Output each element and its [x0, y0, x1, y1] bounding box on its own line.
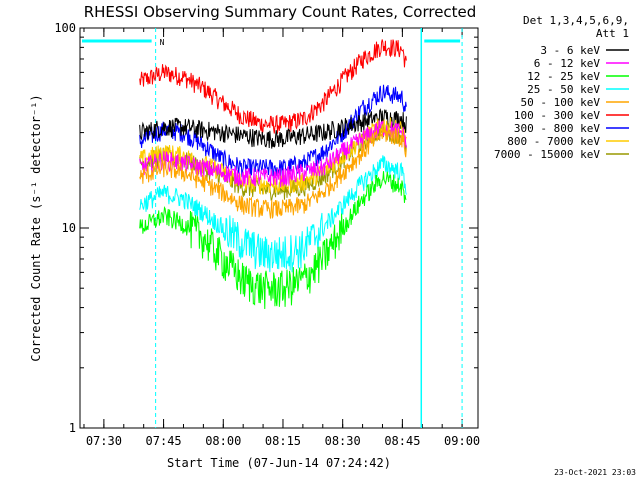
x-tick-label: 08:45: [384, 434, 420, 448]
y-axis-label: Corrected Count Rate (s⁻¹ detector⁻¹): [29, 94, 43, 361]
y-tick-label: 100: [54, 21, 76, 35]
legend-label: 800 - 7000 keV: [507, 135, 600, 148]
legend-header-line-1: Det 1,3,4,5,6,9,: [523, 14, 629, 27]
legend-label: 6 - 12 keV: [534, 57, 601, 70]
x-axis: 07:30 07:45 08:00 08:15 08:30 08:45 09:00: [83, 28, 480, 448]
series-3-6keV: [139, 108, 407, 149]
legend-label: 12 - 25 keV: [527, 70, 600, 83]
legend-label: 100 - 300 keV: [514, 109, 600, 122]
x-tick-label: 09:00: [444, 434, 480, 448]
legend-label: 3 - 6 keV: [540, 44, 600, 57]
series-line: [139, 155, 407, 273]
footer-date: 23-Oct-2021 23:03: [554, 468, 636, 477]
series-25-50keV: [139, 155, 407, 273]
x-axis-label: Start Time (07-Jun-14 07:24:42): [167, 456, 391, 470]
y-tick-label: 10: [62, 221, 76, 235]
legend-label: 300 - 800 keV: [514, 122, 600, 135]
series-line: [139, 120, 407, 188]
series-line: [139, 171, 407, 310]
x-tick-label: 07:45: [146, 434, 182, 448]
x-tick-label: 08:00: [205, 434, 241, 448]
series-line: [139, 108, 407, 149]
series-12-25keV: [139, 171, 407, 310]
x-tick-label: 08:30: [325, 434, 361, 448]
x-tick-label: 08:15: [265, 434, 301, 448]
chart-title: RHESSI Observing Summary Count Rates, Co…: [84, 3, 477, 21]
series-6-12keV: [139, 120, 407, 188]
legend-header-line-2: Att 1: [596, 27, 629, 40]
series-line: [139, 123, 407, 219]
night-marker-label: N: [160, 38, 165, 47]
series-800-7000keV: [139, 117, 407, 195]
series-line: [139, 121, 407, 201]
legend-label: 25 - 50 keV: [527, 83, 600, 96]
series-line: [139, 39, 407, 134]
y-tick-label: 1: [69, 421, 76, 435]
legend-label: 7000 - 15000 keV: [494, 148, 600, 161]
series-7000-15000keV: [139, 121, 407, 201]
overlay-markers: N: [82, 28, 463, 428]
series-100-300keV: [139, 39, 407, 134]
series-line: [139, 117, 407, 195]
series-50-100keV: [139, 123, 407, 219]
legend-label: 50 - 100 keV: [521, 96, 601, 109]
x-tick-label: 07:30: [86, 434, 122, 448]
series-group: [139, 39, 407, 310]
y-axis: 1 10 100: [54, 21, 478, 435]
